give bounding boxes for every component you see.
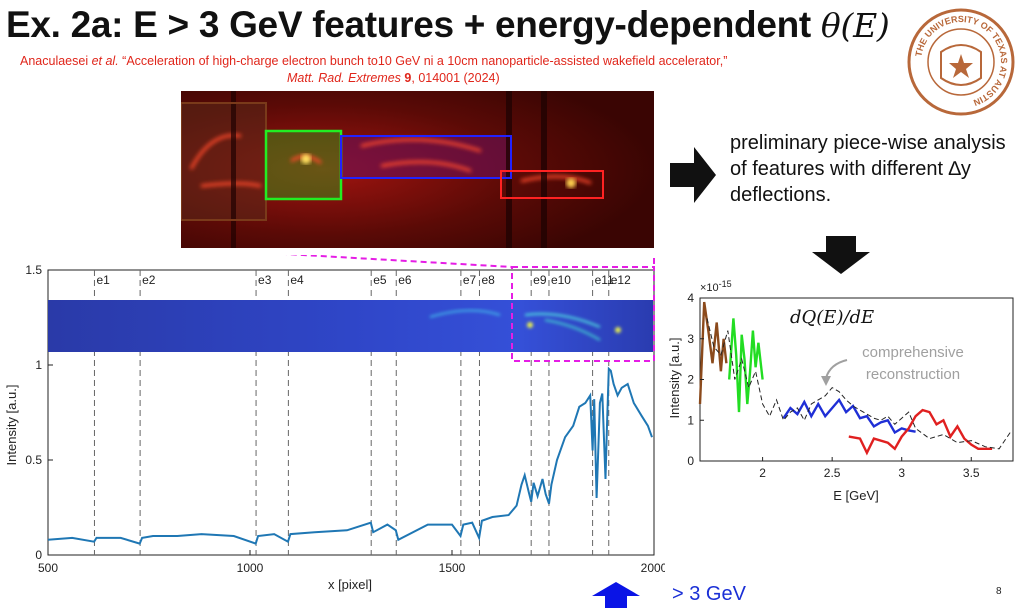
citation-title: “Acceleration of high-charge electron bu… [118, 54, 728, 68]
x-tick-label: 3.5 [963, 466, 980, 480]
y-tick-label: 1 [687, 413, 694, 427]
analysis-note: preliminary piece-wise analysis of featu… [730, 132, 1006, 206]
gev-label: > 3 GeV [672, 583, 746, 605]
right-xlabel: E [GeV] [833, 488, 879, 503]
marker-label: e12 [611, 273, 631, 287]
scale-label: ×10-15 [700, 279, 732, 294]
citation-line-2: Matt. Rad. Extremes 9, 014001 (2024) [287, 71, 500, 85]
series-e-green [728, 318, 764, 413]
marker-label: e6 [398, 273, 412, 287]
marker-label: e5 [373, 273, 387, 287]
title-math: θ(E) [820, 6, 890, 45]
series-e-brown [698, 301, 728, 405]
annotation-arrow-icon [825, 359, 848, 379]
series-e-blue [782, 397, 916, 435]
arrow-up-icon [592, 582, 640, 608]
seal-star-icon [949, 54, 973, 78]
x-tick-label: 1500 [439, 561, 466, 575]
arrow-down-icon [812, 236, 870, 274]
intensity-line [47, 366, 653, 545]
x-tick-label: 2 [759, 466, 766, 480]
reconstruction-annotation: comprehensive reconstruction [862, 344, 964, 383]
x-tick-label: 3 [898, 466, 905, 480]
series-e-red [848, 408, 993, 456]
title-text: Ex. 2a: E > 3 GeV features + energy-depe… [6, 4, 821, 45]
x-tick-label: 2000 [641, 561, 665, 575]
roi-box-blue [340, 135, 512, 179]
citation-etal: et al. [88, 54, 119, 68]
y-tick-label: 0 [35, 548, 42, 562]
zoom-box [511, 266, 655, 362]
spectrometer-image [181, 91, 654, 248]
dqde-plot: 2 2.5 3 3.5 0 1 2 3 4 ×10-15 dQ(E)/dE comprehens… [667, 279, 1014, 503]
x-tick-label: 2.5 [824, 466, 841, 480]
y-tick-label: 0.5 [25, 453, 42, 467]
roi-box-red [500, 170, 604, 199]
marker-label: e4 [290, 273, 304, 287]
marker-label: e7 [463, 273, 477, 287]
marker-label: e10 [551, 273, 571, 287]
slide-title: Ex. 2a: E > 3 GeV features + energy-depe… [6, 4, 890, 46]
right-ylabel: Intensity [a.u.] [667, 338, 682, 419]
marker-label: e1 [96, 273, 110, 287]
x-tick-label: 500 [38, 561, 58, 575]
series-comprehensive [706, 318, 1011, 450]
citation-pages: , 014001 (2024) [411, 71, 500, 85]
arrow-right-icon [670, 147, 716, 203]
marker-label: e9 [533, 273, 547, 287]
citation-volume: 9 [400, 71, 412, 85]
marker-label: e8 [481, 273, 495, 287]
dqde-title: dQ(E)/dE [790, 307, 874, 328]
y-tick-label: 0 [687, 454, 694, 468]
zoom-line-left [285, 255, 513, 268]
y-tick-label: 2 [687, 373, 694, 387]
university-seal: THE UNIVERSITY OF TEXAS AT AUSTIN [907, 8, 1015, 116]
annotation-arrowhead-icon [821, 376, 831, 386]
y-tick-label: 3 [687, 332, 694, 346]
marker-label: e2 [142, 273, 156, 287]
main-xlabel: x [pixel] [328, 577, 372, 592]
x-tick-label: 1000 [237, 561, 264, 575]
y-tick-label: 4 [687, 291, 694, 305]
main-ylabel: Intensity [a.u.] [4, 385, 19, 466]
marker-label: e11 [595, 273, 614, 287]
page-number: 8 [996, 586, 1002, 597]
citation-journal: Matt. Rad. Extremes [287, 71, 401, 85]
citation-line-1: Anaculaesei et al. “Acceleration of high… [20, 54, 727, 68]
marker-label: e3 [258, 273, 272, 287]
image-band [48, 300, 653, 352]
y-tick-label: 1 [35, 358, 42, 372]
y-tick-label: 1.5 [25, 263, 42, 277]
citation-authors: Anaculaesei [20, 54, 89, 68]
